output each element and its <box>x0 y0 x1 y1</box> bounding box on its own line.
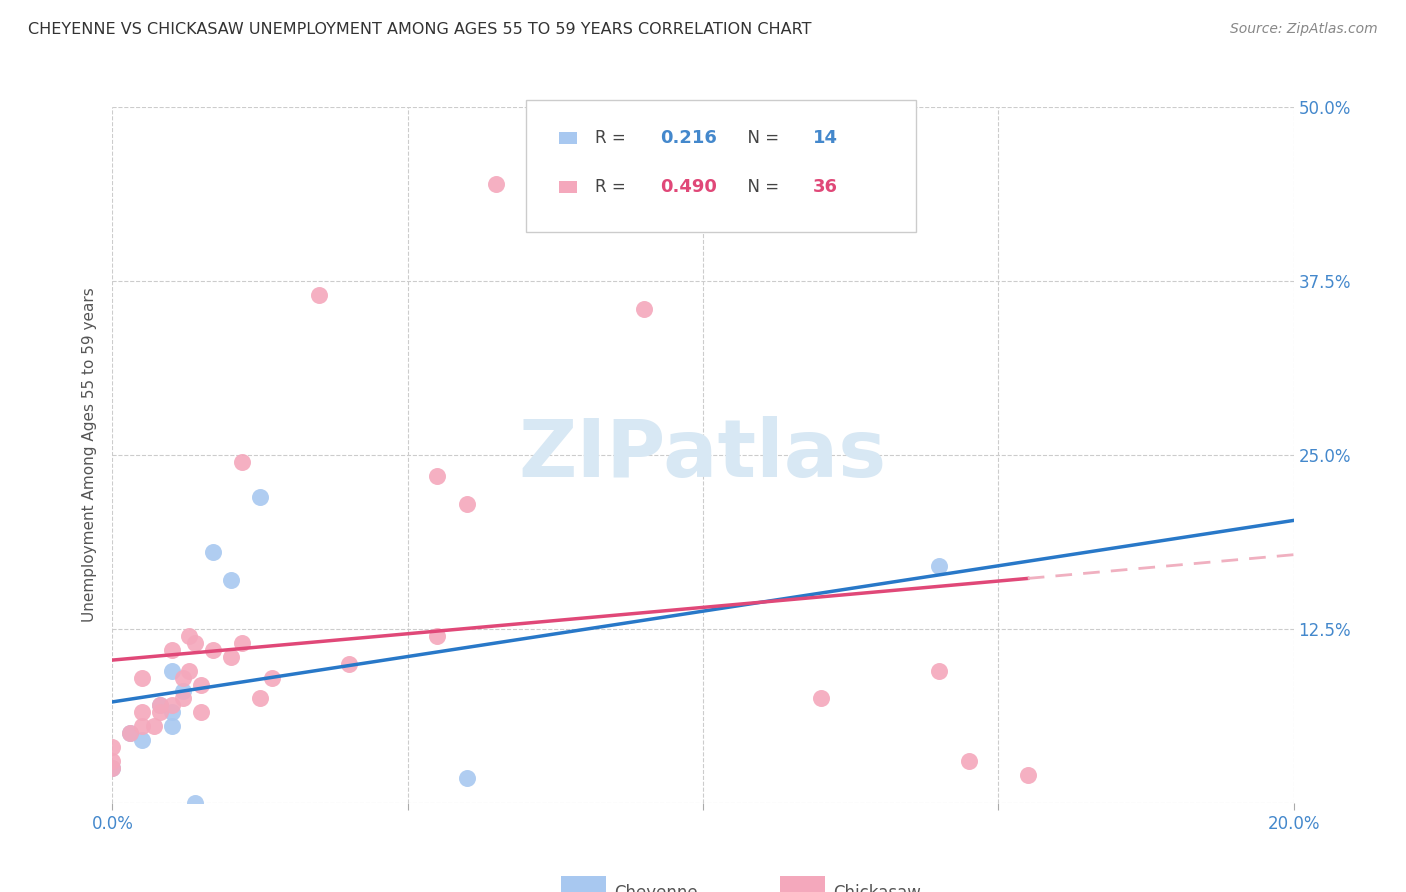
Point <box>160 719 183 733</box>
Point <box>249 490 271 504</box>
Text: 36: 36 <box>813 178 838 196</box>
Point <box>219 573 242 587</box>
Point <box>633 301 655 316</box>
Point <box>190 677 212 691</box>
Point <box>219 649 242 664</box>
Text: 0.490: 0.490 <box>659 178 717 196</box>
Point <box>201 545 224 559</box>
Point <box>308 288 330 302</box>
Point <box>260 671 283 685</box>
Point <box>928 559 950 574</box>
FancyBboxPatch shape <box>526 100 915 232</box>
Text: Chickasaw: Chickasaw <box>832 884 921 892</box>
Point <box>131 671 153 685</box>
Y-axis label: Unemployment Among Ages 55 to 59 years: Unemployment Among Ages 55 to 59 years <box>82 287 97 623</box>
Point <box>160 642 183 657</box>
Point <box>149 698 172 713</box>
Point <box>131 719 153 733</box>
FancyBboxPatch shape <box>560 181 576 194</box>
Point <box>179 664 201 678</box>
Point <box>172 684 194 698</box>
Text: N =: N = <box>737 178 785 196</box>
Point <box>142 719 165 733</box>
Point <box>179 629 201 643</box>
Point <box>120 726 142 740</box>
Point <box>131 733 153 747</box>
Point <box>810 691 832 706</box>
Text: 0.216: 0.216 <box>659 129 717 147</box>
Point <box>231 455 253 469</box>
Point <box>190 706 212 720</box>
Point <box>101 761 124 775</box>
Point <box>249 691 271 706</box>
Text: N =: N = <box>737 129 785 147</box>
Point <box>1017 768 1039 782</box>
Point <box>456 771 478 785</box>
FancyBboxPatch shape <box>780 876 825 892</box>
Point <box>101 754 124 768</box>
Point <box>184 636 207 650</box>
Point <box>337 657 360 671</box>
Point <box>184 796 207 810</box>
Point <box>101 761 124 775</box>
Point <box>231 636 253 650</box>
Point <box>160 706 183 720</box>
Point <box>149 698 172 713</box>
Point <box>160 698 183 713</box>
Text: ZIPatlas: ZIPatlas <box>519 416 887 494</box>
Point <box>426 468 449 483</box>
Point <box>131 706 153 720</box>
Point <box>101 740 124 755</box>
Point <box>928 664 950 678</box>
Point <box>149 706 172 720</box>
Text: R =: R = <box>595 178 631 196</box>
Text: R =: R = <box>595 129 631 147</box>
Point <box>957 754 980 768</box>
Point <box>485 177 508 191</box>
Point <box>160 664 183 678</box>
Point <box>201 642 224 657</box>
Text: 14: 14 <box>813 129 838 147</box>
Point <box>172 691 194 706</box>
Text: Source: ZipAtlas.com: Source: ZipAtlas.com <box>1230 22 1378 37</box>
Text: CHEYENNE VS CHICKASAW UNEMPLOYMENT AMONG AGES 55 TO 59 YEARS CORRELATION CHART: CHEYENNE VS CHICKASAW UNEMPLOYMENT AMONG… <box>28 22 811 37</box>
Point <box>172 671 194 685</box>
FancyBboxPatch shape <box>561 876 606 892</box>
Point <box>120 726 142 740</box>
Point <box>426 629 449 643</box>
Text: Cheyenne: Cheyenne <box>614 884 697 892</box>
FancyBboxPatch shape <box>560 132 576 145</box>
Point <box>456 497 478 511</box>
